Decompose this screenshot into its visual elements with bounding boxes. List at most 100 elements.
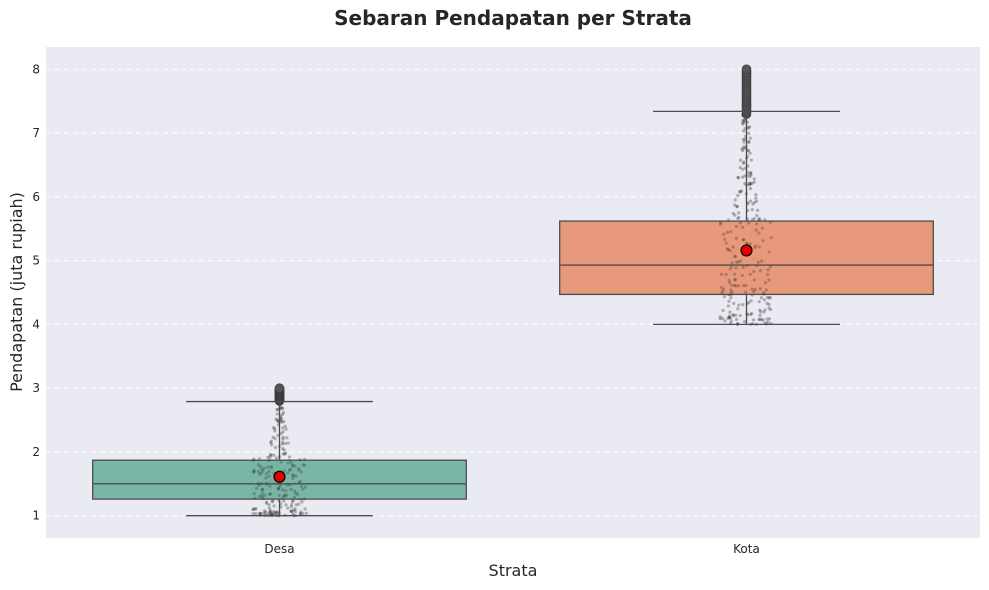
swarm-point bbox=[277, 486, 281, 490]
swarm-point bbox=[737, 189, 742, 194]
swarm-point bbox=[752, 278, 756, 282]
swarm-point bbox=[270, 443, 274, 447]
swarm-point bbox=[276, 408, 280, 412]
outlier-point bbox=[274, 383, 285, 393]
swarm-point bbox=[290, 500, 295, 504]
swarm-point bbox=[747, 139, 751, 144]
swarm-point bbox=[765, 295, 770, 299]
swarm-point bbox=[742, 319, 747, 324]
swarm-point bbox=[252, 457, 256, 461]
swarm-point bbox=[254, 506, 258, 511]
swarm-point bbox=[745, 217, 750, 221]
swarm-point bbox=[749, 173, 753, 177]
mean-marker bbox=[740, 244, 753, 257]
swarm-point bbox=[297, 467, 301, 471]
swarm-point bbox=[738, 158, 743, 162]
swarm-point bbox=[759, 310, 763, 314]
swarm-point bbox=[767, 317, 772, 321]
x-tick-label: Kota bbox=[733, 542, 760, 556]
swarm-point bbox=[763, 218, 767, 222]
swarm-point bbox=[729, 288, 733, 292]
swarm-point bbox=[755, 222, 759, 226]
swarm-point bbox=[722, 232, 726, 236]
swarm-point bbox=[752, 177, 756, 181]
swarm-point bbox=[292, 495, 297, 499]
swarm-point bbox=[736, 284, 741, 288]
swarm-point bbox=[257, 457, 262, 461]
swarm-point bbox=[282, 469, 287, 473]
y-tick-label: 2 bbox=[32, 445, 40, 459]
swarm-point bbox=[738, 190, 743, 194]
swarm-point bbox=[276, 419, 280, 423]
swarm-point bbox=[733, 272, 737, 276]
swarm-point bbox=[726, 304, 730, 308]
swarm-point bbox=[767, 296, 771, 300]
swarm-point bbox=[283, 451, 288, 455]
swarm-point bbox=[273, 445, 278, 450]
swarm-point bbox=[293, 464, 297, 468]
swarm-point bbox=[261, 496, 265, 500]
swarm-point bbox=[743, 181, 747, 186]
swarm-point bbox=[757, 300, 761, 304]
swarm-point bbox=[757, 217, 761, 221]
swarm-point bbox=[268, 508, 272, 512]
swarm-point bbox=[269, 511, 274, 515]
swarm-point bbox=[754, 199, 759, 203]
swarm-point bbox=[764, 288, 768, 292]
swarm-point bbox=[273, 429, 277, 433]
swarm-point bbox=[753, 287, 757, 292]
swarm-point bbox=[291, 476, 295, 481]
swarm-point bbox=[252, 470, 256, 474]
swarm-point bbox=[721, 308, 725, 312]
swarm-point bbox=[268, 510, 272, 514]
swarm-point bbox=[740, 175, 745, 179]
swarm-point bbox=[742, 161, 746, 165]
swarm-point bbox=[282, 499, 286, 503]
swarm-point bbox=[757, 231, 761, 235]
swarm-point bbox=[286, 441, 290, 445]
swarm-point bbox=[737, 303, 741, 307]
swarm-point bbox=[762, 291, 766, 295]
swarm-point bbox=[744, 283, 748, 288]
swarm-point bbox=[718, 222, 723, 226]
swarm-point bbox=[734, 236, 739, 240]
swarm-point bbox=[725, 230, 729, 235]
swarm-point bbox=[765, 301, 769, 305]
swarm-point bbox=[748, 272, 753, 277]
swarm-point bbox=[727, 278, 731, 283]
swarm-point bbox=[286, 461, 290, 465]
swarm-point bbox=[762, 292, 766, 296]
swarm-point bbox=[253, 507, 257, 511]
swarm-point bbox=[291, 473, 296, 477]
swarm-point bbox=[754, 192, 758, 197]
swarm-point bbox=[735, 204, 739, 209]
swarm-point bbox=[283, 441, 287, 446]
swarm-point bbox=[287, 468, 292, 472]
swarm-point bbox=[752, 216, 756, 221]
swarm-point bbox=[741, 303, 745, 307]
swarm-point bbox=[740, 167, 745, 171]
swarm-point bbox=[281, 496, 285, 500]
swarm-point bbox=[736, 307, 740, 311]
swarm-point bbox=[738, 314, 742, 318]
swarm-point bbox=[741, 119, 745, 123]
swarm-point bbox=[272, 504, 276, 508]
swarm-point bbox=[718, 315, 722, 319]
swarm-point bbox=[743, 119, 747, 123]
swarm-point bbox=[747, 126, 751, 130]
swarm-point bbox=[295, 492, 300, 496]
swarm-point bbox=[733, 198, 737, 202]
swarm-point bbox=[727, 218, 731, 222]
swarm-point bbox=[749, 158, 754, 162]
swarm-point bbox=[747, 140, 751, 145]
swarm-point bbox=[297, 468, 301, 472]
swarm-point bbox=[262, 511, 266, 516]
swarm-point bbox=[721, 316, 725, 321]
swarm-point bbox=[265, 501, 269, 506]
swarm-point bbox=[746, 202, 750, 206]
swarm-point bbox=[741, 160, 746, 164]
swarm-point bbox=[275, 407, 279, 412]
swarm-point bbox=[719, 220, 723, 225]
swarm-point bbox=[260, 487, 264, 491]
